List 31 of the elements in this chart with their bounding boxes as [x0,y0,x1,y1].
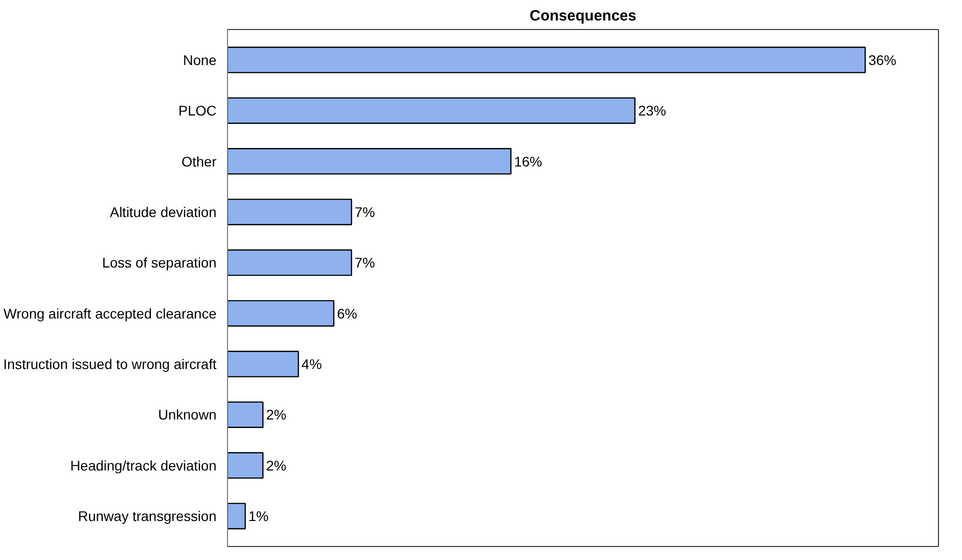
data-label: 6% [336,305,358,322]
data-label: 23% [638,102,666,119]
y-tick-label: Loss of separation [102,254,216,271]
y-tick-label: None [183,52,217,68]
y-tick-label: PLOC [178,102,216,119]
chart-title: Consequences [530,8,636,24]
data-label: 2% [266,457,286,474]
bar [228,452,264,479]
y-tick-label: Heading/track deviation [70,457,217,474]
y-tick-label: Other [181,153,217,170]
y-tick-label: Instruction issued to wrong aircraft [3,356,217,372]
bar [228,148,512,175]
bar [228,502,246,530]
data-label: 16% [514,153,542,170]
data-label: 4% [302,356,322,372]
bar [228,97,636,124]
y-tick-label: Unknown [158,406,217,423]
bar [228,300,334,327]
data-label: 1% [248,508,269,524]
bar [228,46,866,74]
data-label: 7% [354,204,375,220]
data-label: 36% [868,52,896,68]
y-tick-label: Wrong aircraft accepted clearance [4,305,217,322]
bar [228,350,299,378]
data-label: 2% [266,406,286,423]
bar [228,249,352,276]
bar [228,198,352,226]
y-tick-label: Runway transgression [78,508,217,524]
data-label: 7% [354,254,375,271]
y-tick-label: Altitude deviation [110,204,217,220]
bar [228,401,264,428]
